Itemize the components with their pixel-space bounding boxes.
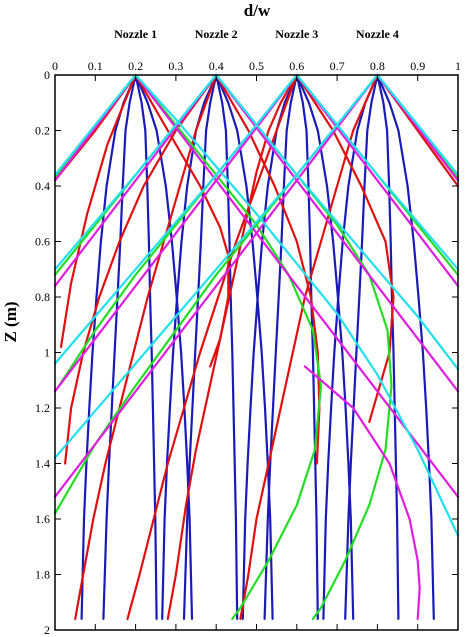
x-tick-label: 0.8: [370, 59, 385, 73]
series-line-blue-0: [102, 73, 137, 620]
nozzle-label-1: Nozzle 1: [114, 27, 157, 41]
series-line-red-26: [239, 73, 379, 620]
nozzle-labels: Nozzle 1 Nozzle 2 Nozzle 3 Nozzle 4: [114, 27, 399, 41]
series-line-red-20: [74, 73, 218, 620]
series-line-blue-5: [215, 73, 239, 620]
y-tick-label: 0.4: [35, 179, 50, 193]
series-line-blue-4: [182, 73, 218, 620]
x-tick-label: 0.6: [289, 59, 304, 73]
x-axis-title: d/w: [244, 1, 271, 20]
y-tick-label: 1.2: [35, 401, 50, 415]
y-tick-label: 2: [44, 623, 50, 637]
series-line-magenta-36: [53, 73, 218, 287]
x-tick-label: 0.4: [209, 59, 224, 73]
series-line-blue-14: [322, 73, 379, 620]
series-line-red-24: [295, 73, 395, 423]
series-line-red-19: [63, 73, 218, 465]
series-line-cyan-45: [53, 73, 218, 271]
x-tick-label: 1: [455, 59, 461, 73]
series-line-cyan-44: [53, 73, 137, 176]
x-tick-label: 0.3: [168, 59, 183, 73]
nozzle-label-3: Nozzle 3: [275, 27, 318, 41]
y-tick-label: 1.4: [35, 457, 50, 471]
x-tick-label: 0.5: [249, 59, 264, 73]
series-line-blue-1: [134, 73, 158, 620]
x-tick-label: 0: [52, 59, 58, 73]
x-tick-labels: 0 0.1 0.2 0.3 0.4 0.5 0.6 0.7 0.8 0.9 1: [52, 59, 461, 73]
x-tick-label: 0.7: [330, 59, 345, 73]
x-tick-label: 0.2: [128, 59, 143, 73]
series-line-red-23: [166, 73, 298, 620]
series-line-green-31: [134, 73, 323, 620]
series-line-magenta-41: [295, 73, 460, 287]
y-axis-title: Z (m): [1, 301, 20, 342]
series-line-red-17: [59, 73, 137, 348]
y-tick-label: 0: [44, 68, 50, 82]
y-tick-label: 0.8: [35, 290, 50, 304]
series-line-magenta-40: [215, 73, 460, 393]
y-tick-label: 0.6: [35, 235, 50, 249]
series-line-magenta-38: [53, 73, 379, 498]
x-tick-label: 0.9: [410, 59, 425, 73]
series-line-blue-8: [263, 73, 298, 620]
series-line-cyan-50: [295, 73, 460, 271]
series-line-red-22: [126, 73, 298, 620]
nozzle-label-2: Nozzle 2: [195, 27, 238, 41]
series-line-cyan-51: [376, 73, 460, 176]
nozzle-label-4: Nozzle 4: [356, 27, 399, 41]
curves: [53, 73, 460, 620]
y-tick-label: 0.2: [35, 124, 50, 138]
y-tick-label: 1.8: [35, 568, 50, 582]
series-line-blue-15: [376, 73, 435, 620]
y-tick-label: 1: [44, 346, 50, 360]
y-tick-labels: 0 0.2 0.4 0.6 0.8 1 1.2 1.4 1.6 1.8 2: [35, 68, 50, 637]
series-line-magenta-43: [303, 365, 421, 620]
series-line-blue-12: [344, 73, 379, 620]
y-tick-label: 1.6: [35, 512, 50, 526]
tick-marks: [54, 74, 459, 631]
series-line-cyan-49: [215, 73, 460, 371]
x-tick-label: 0.1: [88, 59, 103, 73]
series-line-blue-2: [80, 73, 137, 620]
series-line-cyan-48: [134, 73, 460, 537]
series-line-cyan-47: [53, 73, 379, 459]
